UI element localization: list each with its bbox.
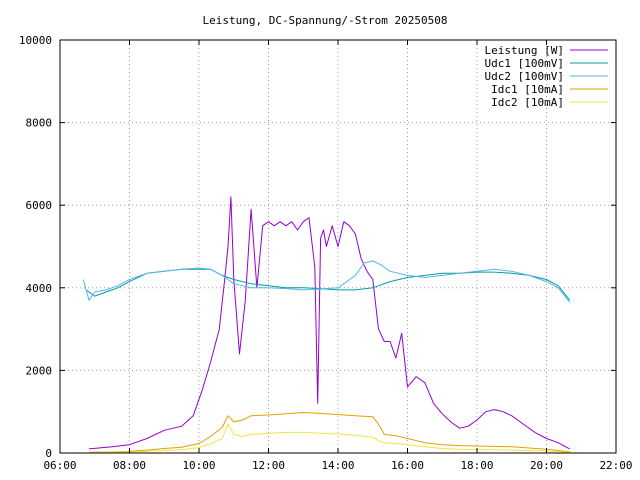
legend-label: Idc1 [10mA] xyxy=(491,83,564,96)
x-tick-label: 10:00 xyxy=(182,459,215,472)
legend-label: Udc1 [100mV] xyxy=(485,57,564,70)
x-tick-label: 06:00 xyxy=(43,459,76,472)
x-tick-label: 16:00 xyxy=(391,459,424,472)
chart-title: Leistung, DC-Spannung/-Strom 20250508 xyxy=(202,14,447,27)
y-tick-label: 6000 xyxy=(26,199,53,212)
legend: Leistung [W]Udc1 [100mV]Udc2 [100mV]Idc1… xyxy=(485,44,608,109)
y-tick-label: 8000 xyxy=(26,117,53,130)
y-tick-label: 2000 xyxy=(26,364,53,377)
x-tick-label: 18:00 xyxy=(460,459,493,472)
x-tick-label: 08:00 xyxy=(113,459,146,472)
series-line-5 xyxy=(88,423,570,454)
y-tick-label: 4000 xyxy=(26,282,53,295)
y-tick-label: 0 xyxy=(45,447,52,460)
x-tick-label: 22:00 xyxy=(599,459,632,472)
legend-label: Leistung [W] xyxy=(485,44,564,57)
x-tick-label: 20:00 xyxy=(530,459,563,472)
legend-label: Idc2 [10mA] xyxy=(491,96,564,109)
y-tick-label: 10000 xyxy=(19,34,52,47)
series-line-3 xyxy=(82,260,571,303)
series-line-2 xyxy=(85,268,571,301)
axis-ticks: 06:00 08:00 10:00 12:00 14:00 16:00 18:00 20:00… xyxy=(19,34,633,472)
x-tick-label: 14:00 xyxy=(321,459,354,472)
plot-area xyxy=(82,196,571,454)
series-line-4 xyxy=(88,412,570,453)
x-tick-label: 12:00 xyxy=(252,459,285,472)
legend-label: Udc2 [100mV] xyxy=(485,70,564,83)
series-line-1 xyxy=(88,196,570,450)
